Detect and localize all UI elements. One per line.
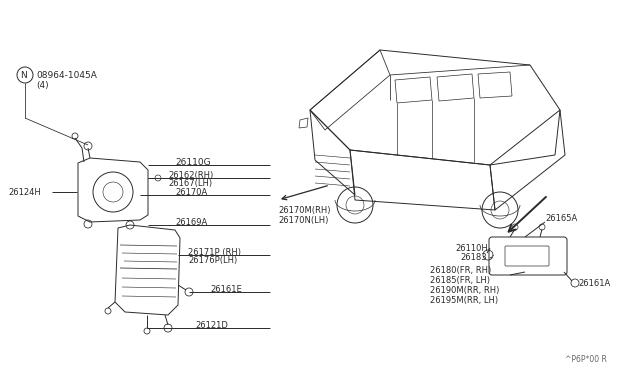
Text: 26124H: 26124H xyxy=(8,187,41,196)
Text: 26190M(RR, RH): 26190M(RR, RH) xyxy=(430,285,499,295)
Text: 26176P(LH): 26176P(LH) xyxy=(188,256,237,264)
Text: (4): (4) xyxy=(36,80,49,90)
Text: 26183: 26183 xyxy=(460,253,486,263)
Text: 26171P (RH): 26171P (RH) xyxy=(188,247,241,257)
Text: 26162(RH): 26162(RH) xyxy=(168,170,213,180)
Text: 26180(FR, RH): 26180(FR, RH) xyxy=(430,266,492,275)
Text: 08964-1045A: 08964-1045A xyxy=(36,71,97,80)
Text: 26170A: 26170A xyxy=(175,187,207,196)
Text: N: N xyxy=(20,71,26,80)
Text: 26170N(LH): 26170N(LH) xyxy=(278,215,328,224)
Text: 26167(LH): 26167(LH) xyxy=(168,179,212,187)
Text: ^P6P*00 R: ^P6P*00 R xyxy=(565,356,607,365)
Text: 26110H: 26110H xyxy=(455,244,488,253)
Text: 26110G: 26110G xyxy=(175,157,211,167)
Text: 26195M(RR, LH): 26195M(RR, LH) xyxy=(430,295,498,305)
Text: 26185(FR, LH): 26185(FR, LH) xyxy=(430,276,490,285)
Text: 26170M(RH): 26170M(RH) xyxy=(278,205,330,215)
Text: 26121D: 26121D xyxy=(195,321,228,330)
Text: 26165A: 26165A xyxy=(545,214,577,222)
Text: 26161A: 26161A xyxy=(578,279,611,288)
Text: 26161E: 26161E xyxy=(210,285,242,294)
Text: 26169A: 26169A xyxy=(175,218,207,227)
